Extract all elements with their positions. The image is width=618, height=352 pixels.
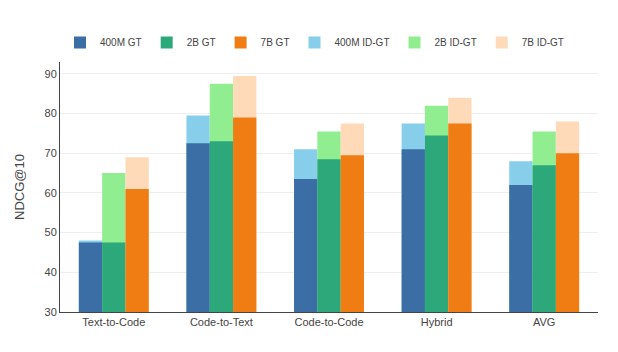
svg-text:Code-to-Code: Code-to-Code xyxy=(294,316,363,328)
svg-text:Code-to-Text: Code-to-Text xyxy=(190,316,253,328)
svg-text:AVG: AVG xyxy=(533,316,555,328)
svg-text:Text-to-Code: Text-to-Code xyxy=(82,316,145,328)
svg-text:7B ID-GT: 7B ID-GT xyxy=(522,37,564,48)
svg-text:Hybrid: Hybrid xyxy=(421,316,453,328)
svg-text:90: 90 xyxy=(45,68,57,80)
svg-text:40: 40 xyxy=(45,266,57,278)
svg-text:400M ID-GT: 400M ID-GT xyxy=(335,37,390,48)
svg-text:30: 30 xyxy=(45,306,57,318)
svg-text:NDCG@10: NDCG@10 xyxy=(12,154,27,220)
svg-text:7B GT: 7B GT xyxy=(261,37,290,48)
svg-text:70: 70 xyxy=(45,147,57,159)
svg-text:400M GT: 400M GT xyxy=(100,37,142,48)
svg-text:80: 80 xyxy=(45,107,57,119)
svg-text:60: 60 xyxy=(45,187,57,199)
svg-text:50: 50 xyxy=(45,226,57,238)
svg-text:2B ID-GT: 2B ID-GT xyxy=(435,37,477,48)
svg-text:2B GT: 2B GT xyxy=(187,37,216,48)
